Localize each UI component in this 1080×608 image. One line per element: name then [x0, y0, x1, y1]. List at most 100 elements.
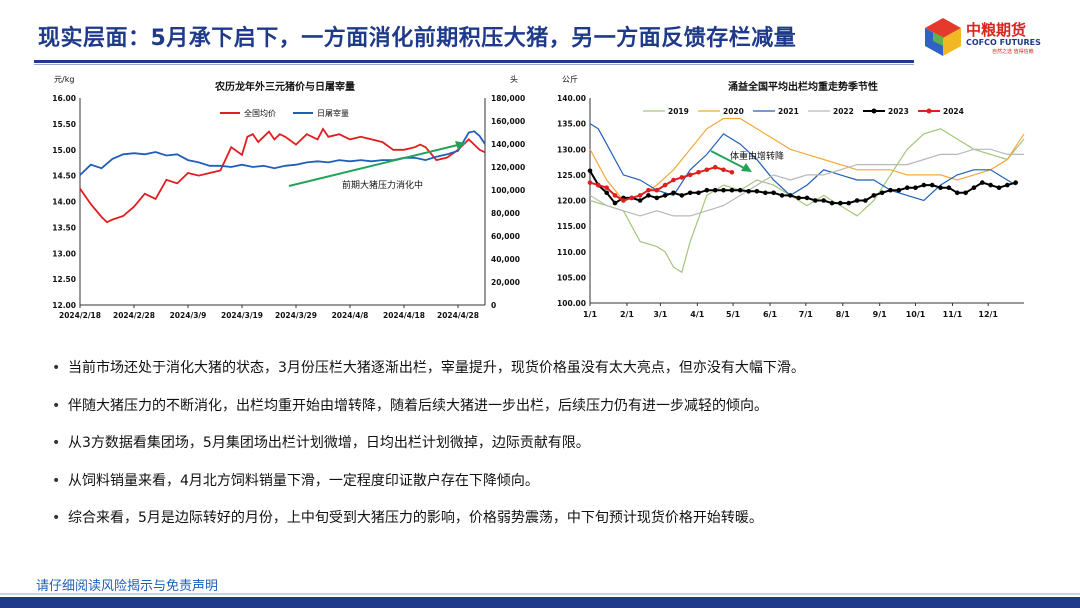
data-point-2023	[838, 200, 843, 206]
data-point-2024	[679, 175, 685, 180]
chart2-title: 涌益全国平均出栏均重走势季节性	[728, 80, 878, 93]
bullet-item: 伴随大猪压力的不断消化，出栏均重开始由增转降，随着后续大猪进一步出栏，后续压力仍…	[52, 396, 1052, 434]
series-line-price	[79, 127, 486, 224]
cube-logo-icon	[925, 18, 961, 56]
data-point-2023	[721, 187, 726, 193]
series-line-2024	[589, 166, 733, 202]
chart2-x-tick-label: 11/1	[943, 310, 963, 319]
chart1-x-tick-label: 2024/2/18	[59, 311, 101, 320]
data-point-2023	[654, 195, 660, 201]
title-underline	[34, 60, 914, 63]
chart1-right-tick-label: 100,000	[491, 186, 525, 195]
bullet-item: 从3方数据看集团场，5月集团场出栏计划微增，日均出栏计划微掉，边际贡献有限。	[52, 433, 1052, 471]
chart1-left-tick-label: 13.00	[52, 249, 76, 258]
data-point-2023	[896, 187, 902, 193]
chart2-x-tick-label: 12/1	[978, 310, 998, 319]
price-slaughter-chart: 农历龙年外三元猪价与日屠宰量 元/kg 头 16.00 15.50 15.00 14.…	[52, 74, 525, 320]
data-point-2023	[980, 180, 985, 185]
logo-slogan: 自然之选 值得信赖	[992, 49, 1034, 55]
legend-label-price: 全国均价	[244, 108, 276, 118]
chart2-x-tick-label: 9/1	[873, 310, 887, 319]
data-point-2024	[687, 172, 693, 178]
data-point-2023	[1013, 180, 1018, 185]
series-line-2019	[589, 128, 1025, 274]
series-line-2023	[589, 170, 1016, 205]
chart1-left-tick-label: 12.50	[52, 275, 76, 284]
data-point-2023	[804, 195, 810, 201]
chart1-left-tick-label: 16.00	[52, 94, 76, 103]
chart1-x-tick-label: 2024/3/9	[170, 311, 207, 320]
chart1-x-tick-label: 2024/4/18	[383, 311, 425, 320]
footer-bar	[0, 597, 1080, 608]
chart1-left-unit: 元/kg	[54, 75, 74, 84]
data-point-2023	[587, 168, 593, 174]
chart1-left-tick-label: 15.00	[52, 146, 76, 155]
legend-label-2021: 2021	[778, 107, 799, 116]
weight-trend-arrow	[710, 150, 749, 171]
legend-label-2023: 2023	[888, 107, 909, 116]
data-point-2023	[712, 187, 718, 193]
data-point-2023	[904, 185, 910, 190]
data-point-2023	[788, 193, 793, 198]
bullet-list: 当前市场还处于消化大猪的状态，3月份压栏大猪逐渐出栏，宰量提升，现货价格虽没有太…	[52, 358, 1052, 546]
data-point-2023	[938, 185, 943, 190]
data-point-2024	[629, 195, 634, 201]
data-point-2023	[687, 190, 693, 196]
chart2-y-tick-label: 120.00	[557, 197, 586, 206]
chart1-right-tick-label: 60,000	[491, 232, 520, 241]
chart1-right-tick-label: 120,000	[491, 163, 525, 172]
data-point-2024	[696, 170, 701, 175]
risk-disclaimer-link[interactable]: 请仔细阅读风险揭示与免责声明	[36, 579, 219, 594]
legend-label-slaughter: 日屠宰量	[317, 108, 349, 118]
bullet-item: 从饲料销量来看，4月北方饲料销量下滑，一定程度印证散户存在下降倾向。	[52, 471, 1052, 509]
data-point-2023	[679, 193, 685, 198]
data-point-2023	[746, 189, 751, 194]
data-point-2024	[704, 167, 710, 173]
data-point-2024	[637, 193, 643, 198]
data-point-2023	[829, 200, 835, 206]
chart1-right-tick-label: 0	[491, 301, 496, 310]
data-point-2023	[854, 198, 860, 203]
chart1-x-tick-label: 2024/4/8	[332, 311, 369, 320]
data-point-2023	[946, 185, 952, 190]
chart1-left-tick-label: 14.00	[52, 198, 76, 207]
chart1-annotation: 前期大猪压力消化中	[342, 179, 423, 191]
data-point-2023	[696, 190, 701, 196]
data-point-2023	[671, 190, 676, 196]
data-point-2023	[779, 193, 785, 198]
footer-accent	[0, 593, 1080, 595]
chart1-left-tick-label: 12.00	[52, 301, 76, 310]
data-point-2023	[1005, 182, 1010, 188]
chart2-x-tick-label: 2/1	[620, 310, 634, 319]
chart1-right-tick-label: 160,000	[491, 117, 525, 126]
logo-name-cn: 中粮期货	[966, 21, 1027, 39]
data-point-2024	[662, 182, 668, 188]
data-point-2023	[888, 187, 893, 193]
series-line-2022	[589, 148, 1024, 217]
data-point-2023	[879, 190, 885, 196]
chart2-y-tick-label: 115.00	[557, 222, 586, 231]
weight-trend-arrowhead	[741, 163, 752, 172]
data-point-2023	[813, 198, 818, 203]
data-point-2024	[612, 193, 618, 198]
chart2-y-tick-label: 140.00	[557, 94, 586, 103]
bullet-item: 综合来看，5月是边际转好的月份，上中旬受到大猪压力的影响，价格弱势震荡，中下旬预…	[52, 508, 1052, 546]
chart2-unit: 公斤	[562, 74, 578, 84]
data-point-2023	[637, 198, 643, 203]
chart1-x-tick-label: 2024/3/29	[275, 311, 317, 320]
chart1-right-tick-label: 180,000	[491, 94, 525, 103]
chart1-right-tick-label: 40,000	[491, 255, 520, 264]
data-point-2023	[604, 190, 609, 196]
data-point-2023	[954, 190, 960, 196]
data-point-2023	[754, 189, 760, 194]
data-point-2024	[621, 198, 626, 203]
data-point-2024	[729, 170, 735, 175]
data-point-2023	[612, 200, 618, 206]
data-point-2023	[871, 193, 877, 198]
data-point-2024	[646, 187, 651, 193]
data-point-2024	[654, 187, 660, 193]
data-point-2023	[771, 190, 776, 196]
chart1-x-tick-label: 2024/2/28	[113, 311, 155, 320]
chart2-legend: 2019 2020 2021 2022 2023 2024	[643, 107, 964, 116]
trend-arrow	[288, 142, 467, 187]
